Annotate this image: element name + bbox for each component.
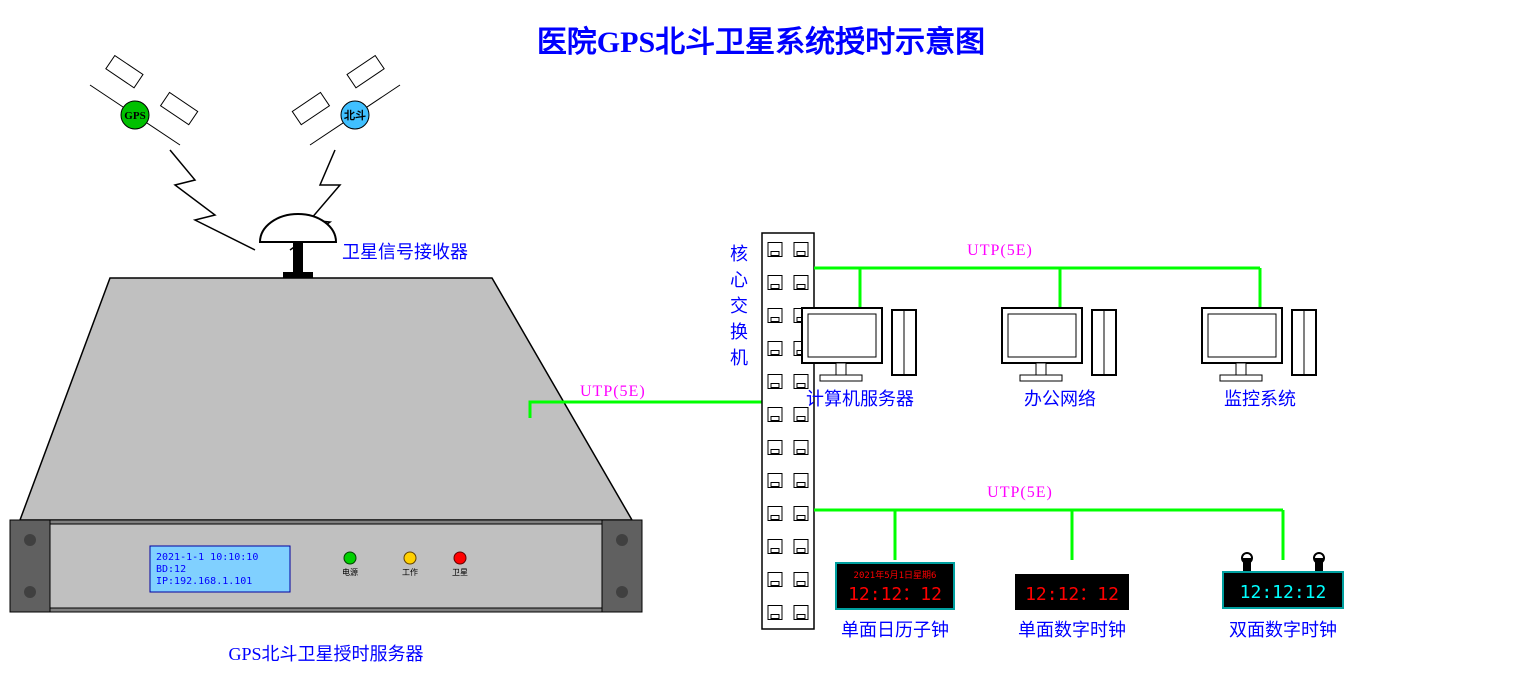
cable-label-bottom-branch: UTP(5E) (987, 484, 1053, 501)
beidou-satellite-icon: 北斗 (292, 56, 400, 145)
computer-node-label-2: 监控系统 (1224, 389, 1296, 409)
svg-text:卫星: 卫星 (452, 568, 468, 577)
svg-text:12:12：12: 12:12：12 (1025, 584, 1119, 605)
svg-text:机: 机 (730, 348, 748, 368)
computer-node-2: 监控系统 (1202, 308, 1316, 409)
svg-text:12:12：12: 12:12：12 (848, 584, 942, 605)
computer-node-label-1: 办公网络 (1024, 389, 1096, 409)
computer-node-label-0: 计算机服务器 (806, 389, 914, 409)
svg-text:核: 核 (730, 244, 748, 264)
server-lcd-line1: 2021-1-1 10:10:10 (156, 552, 258, 563)
antenna-label: 卫星信号接收器 (342, 242, 468, 262)
top-branch-nodes: 计算机服务器 办公网络 监控系统 (802, 308, 1316, 409)
gps-signal-zigzag (170, 150, 255, 250)
svg-text:12:12:12: 12:12:12 (1240, 582, 1327, 603)
server-rack-front: 2021-1-1 10:10:10 BD:12 IP:192.168.1.101… (10, 520, 642, 612)
single-digital-clock-icon: 12:12：12 (1016, 575, 1128, 609)
server-caption: GPS北斗卫星授时服务器 (228, 644, 423, 664)
calendar-clock-icon: 2021年5月1日星期6 12:12：12 (836, 563, 954, 609)
server-lcd-line2: BD:12 (156, 564, 186, 575)
core-switch-label: 核 心 交 换 机 (730, 244, 748, 368)
svg-text:工作: 工作 (402, 567, 418, 577)
server-lcd-line3: IP:192.168.1.101 (156, 576, 252, 587)
top-branch-cables (814, 268, 1260, 308)
double-digital-clock-icon: 12:12:12 (1223, 553, 1343, 608)
svg-text:电源: 电源 (342, 567, 358, 577)
computer-node-0: 计算机服务器 (802, 308, 916, 409)
computer-node-1: 办公网络 (1002, 308, 1116, 409)
svg-text:交: 交 (730, 296, 748, 316)
antenna-icon (260, 214, 336, 278)
core-switch-icon (762, 233, 814, 629)
timing-system-diagram: 医院GPS北斗卫星系统授时示意图 GPS 北斗 卫星信号接收器 (0, 0, 1523, 696)
svg-text:2021年5月1日星期6: 2021年5月1日星期6 (854, 569, 937, 581)
cable-label-left: UTP(5E) (580, 383, 646, 400)
svg-text:心: 心 (730, 270, 748, 290)
cable-label-top-branch: UTP(5E) (967, 242, 1033, 259)
double-digital-clock-label: 双面数字时钟 (1229, 620, 1337, 640)
svg-text:北斗: 北斗 (344, 108, 366, 122)
server-body (20, 278, 632, 520)
bottom-branch-cables (814, 510, 1283, 560)
gps-satellite-icon: GPS (90, 56, 198, 145)
diagram-title: 医院GPS北斗卫星系统授时示意图 (537, 25, 985, 59)
calendar-clock-label: 单面日历子钟 (841, 620, 949, 640)
svg-text:GPS: GPS (124, 110, 145, 122)
svg-text:换: 换 (730, 322, 748, 342)
single-digital-clock-label: 单面数字时钟 (1018, 620, 1126, 640)
